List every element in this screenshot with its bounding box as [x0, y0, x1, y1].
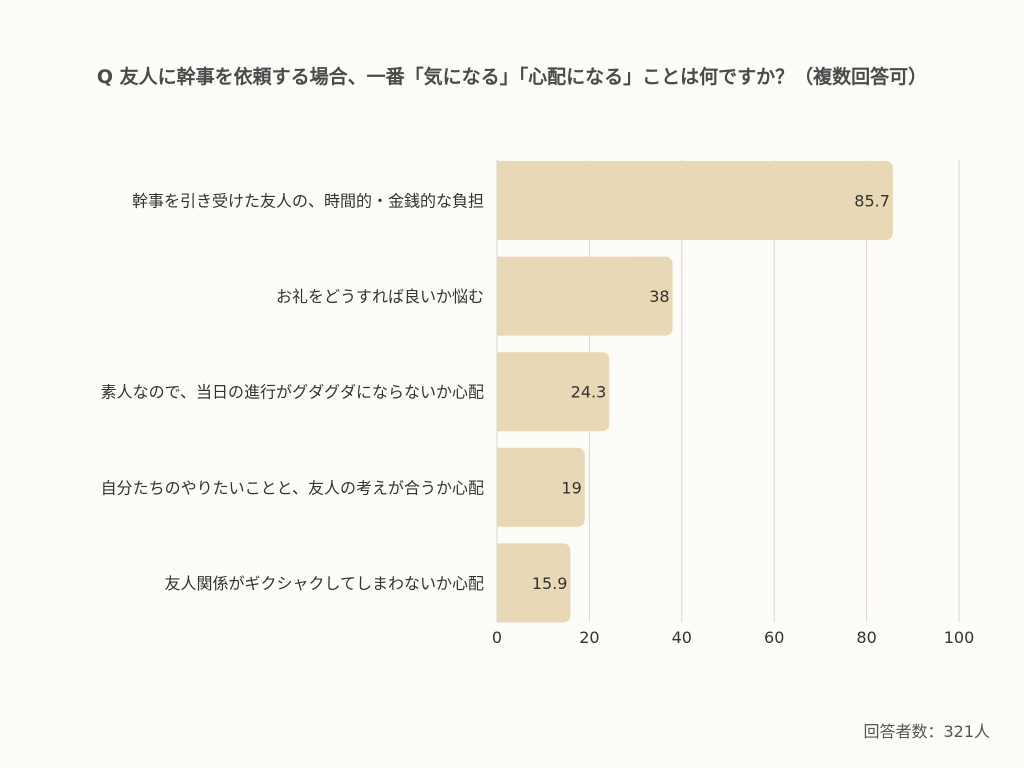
value-label: 15.9: [532, 574, 568, 593]
x-tick-label: 60: [764, 628, 784, 647]
category-label: 友人関係がギクシャクしてしまわないか心配: [164, 574, 484, 593]
x-tick-label: 80: [856, 628, 876, 647]
category-label: お礼をどうすれば良いか悩む: [276, 287, 484, 306]
category-label: 幹事を引き受けた友人の、時間的・金銭的な負担: [132, 192, 484, 211]
x-tick-label: 40: [672, 628, 692, 647]
value-label: 19: [561, 478, 581, 497]
value-label: 24.3: [571, 383, 607, 402]
x-tick-label: 0: [492, 628, 502, 647]
chart-title: Q 友人に幹事を依頼する場合、一番「気になる」「心配になる」ことは何ですか？（複…: [96, 66, 928, 88]
category-label: 自分たちのやりたいことと、友人の考えが合うか心配: [101, 478, 484, 497]
respondent-count: 回答者数：321人: [863, 722, 990, 741]
value-label: 38: [649, 287, 669, 306]
bar: [497, 543, 571, 623]
category-label: 素人なので、当日の進行がグダグダにならないか心配: [101, 383, 484, 402]
x-tick-label: 100: [944, 628, 975, 647]
bar: [497, 352, 610, 432]
x-tick-label: 20: [579, 628, 599, 647]
bar: [497, 161, 893, 240]
bars: [497, 161, 893, 623]
bar: [497, 256, 673, 336]
value-label: 85.7: [854, 192, 890, 211]
labels: 0 20 40 60 80 100 幹事を引き受けた友人の、時間的・金銭的な負担 85.7 お礼…: [101, 192, 975, 648]
bar: [497, 447, 585, 527]
